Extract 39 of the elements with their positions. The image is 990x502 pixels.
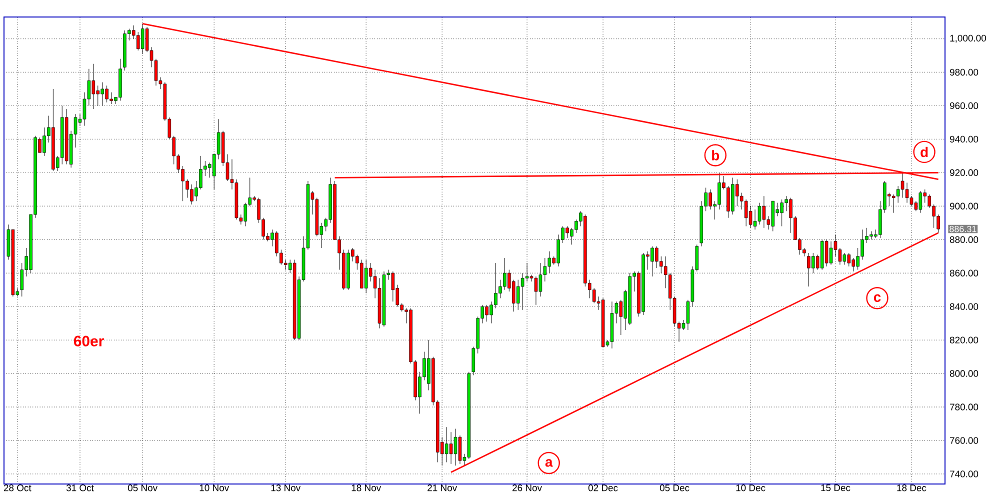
annotation: d [920,146,928,158]
x-tick-label: 18 Nov [352,484,382,492]
annotation: a [545,459,553,467]
candlestick [758,202,762,225]
y-tick-label: 840.00 [950,303,978,310]
y-tick-label: 980.00 [950,68,978,76]
y-tick-label: 780.00 [950,404,978,410]
annotation: c [874,294,881,302]
x-tick-label: 13 Nov [271,484,301,492]
candlestick [458,435,462,464]
x-tick-label: 05 Dec [660,484,690,492]
y-tick-label: 900.00 [950,202,978,210]
candlestick [753,209,757,230]
y-tick-label: 740.00 [950,470,978,478]
x-tick-label: 10 Dec [736,484,766,492]
x-tick-label: 21 Nov [428,484,458,492]
y-tick-label: 1,000.00 [950,34,986,43]
x-tick-label: 18 Dec [897,484,926,492]
candlestick [454,428,458,466]
x-tick-label: 10 Nov [200,484,230,492]
annotation: b [712,150,720,160]
y-tick-label: 760.00 [950,437,978,444]
x-tick-label: 02 Dec [588,484,618,492]
x-tick-label: 05 Nov [128,484,158,492]
y-tick-label: 880.00 [950,236,978,243]
y-tick-label: 800.00 [950,370,978,377]
x-tick-label: 15 Dec [821,484,850,492]
x-tick-label: 31 Oct [66,484,94,492]
y-tick-label: 960.00 [950,102,978,110]
annotation: 60er [74,336,104,346]
y-tick-label: 860.00 [950,270,978,276]
text: 886.31 [950,226,976,232]
x-tick-label: 28 Oct [4,484,32,492]
y-tick-label: 940.00 [950,136,978,143]
candlestick [905,182,909,204]
y-tick-label: 820.00 [950,336,978,344]
candlestick [829,241,833,265]
y-tick-label: 920.00 [950,169,978,176]
x-tick-label: 26 Nov [512,484,542,492]
